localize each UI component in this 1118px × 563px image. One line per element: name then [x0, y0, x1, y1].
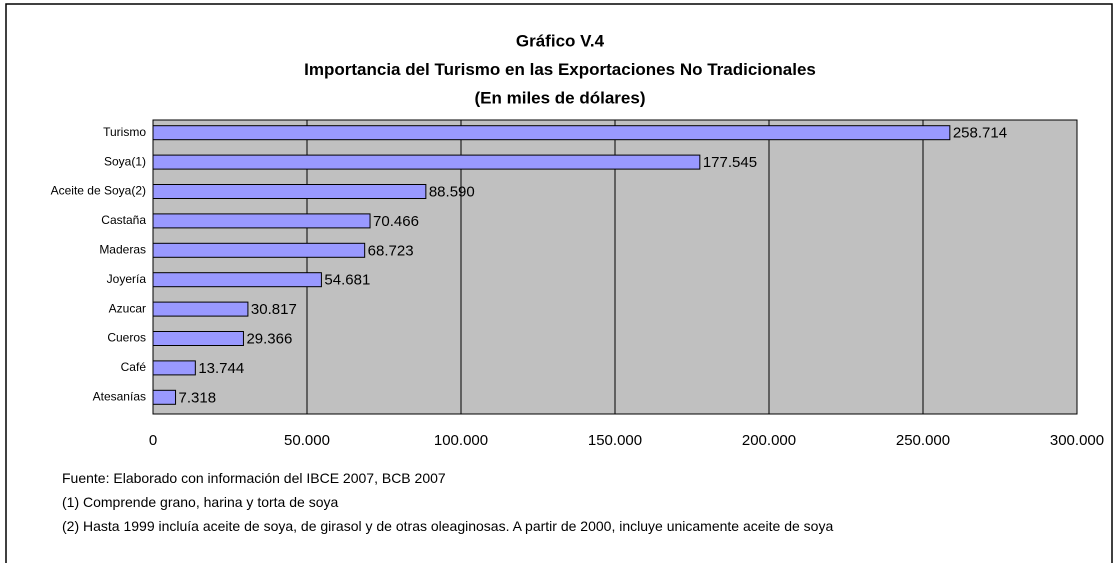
y-tick-label: Cueros: [107, 331, 146, 345]
x-tick-label: 150.000: [588, 432, 642, 449]
x-tick-label: 200.000: [742, 432, 796, 449]
y-tick-label: Turismo: [103, 125, 146, 139]
value-label: 54.681: [324, 272, 370, 289]
y-tick-label: Joyería: [107, 272, 147, 286]
bar: [152, 389, 177, 405]
chart-title: Importancia del Turismo en las Exportaci…: [304, 60, 816, 79]
x-tick-label: 0: [149, 432, 157, 449]
notes: Fuente: Elaborado con información del IB…: [62, 466, 892, 538]
bar: [152, 154, 701, 170]
frame: [5, 3, 1113, 563]
value-label: 70.466: [373, 213, 419, 230]
y-tick-label: Atesanías: [93, 389, 146, 403]
bar: [152, 242, 366, 258]
value-label: 30.817: [251, 301, 297, 318]
bar: [152, 184, 427, 199]
value-label: 29.366: [246, 330, 292, 347]
value-label: 13.744: [198, 360, 244, 377]
x-tick-label: 100.000: [434, 432, 488, 449]
y-tick-label: Aceite de Soya(2): [51, 184, 146, 198]
value-label: 7.318: [179, 389, 217, 406]
chart-title: (En miles de dólares): [475, 88, 646, 107]
bar: [152, 272, 322, 288]
value-label: 68.723: [368, 242, 414, 259]
y-tick-label: Soya(1): [104, 154, 146, 168]
x-tick-label: 250.000: [896, 432, 950, 449]
x-tick-label: 50.000: [284, 432, 330, 449]
chart-title: Gráfico V.4: [516, 31, 605, 50]
y-tick-label: Castaña: [101, 213, 146, 227]
bar: [152, 360, 196, 376]
note: Fuente: Elaborado con información del IB…: [62, 470, 446, 486]
x-tick-label: 300.000: [1050, 432, 1104, 449]
y-tick-label: Café: [121, 360, 147, 374]
bar: [152, 301, 249, 317]
note: (2) Hasta 1999 incluía aceite de soya, d…: [62, 518, 834, 534]
y-tick-label: Azucar: [109, 301, 146, 315]
value-label: 88.590: [429, 183, 475, 200]
value-label: 177.545: [703, 154, 757, 171]
bar: [152, 213, 371, 229]
bar: [152, 125, 951, 141]
note: (1) Comprende grano, harina y torta de s…: [62, 494, 339, 510]
y-tick-label: Maderas: [99, 242, 146, 256]
bar: [152, 331, 244, 346]
value-label: 258.714: [953, 125, 1007, 142]
